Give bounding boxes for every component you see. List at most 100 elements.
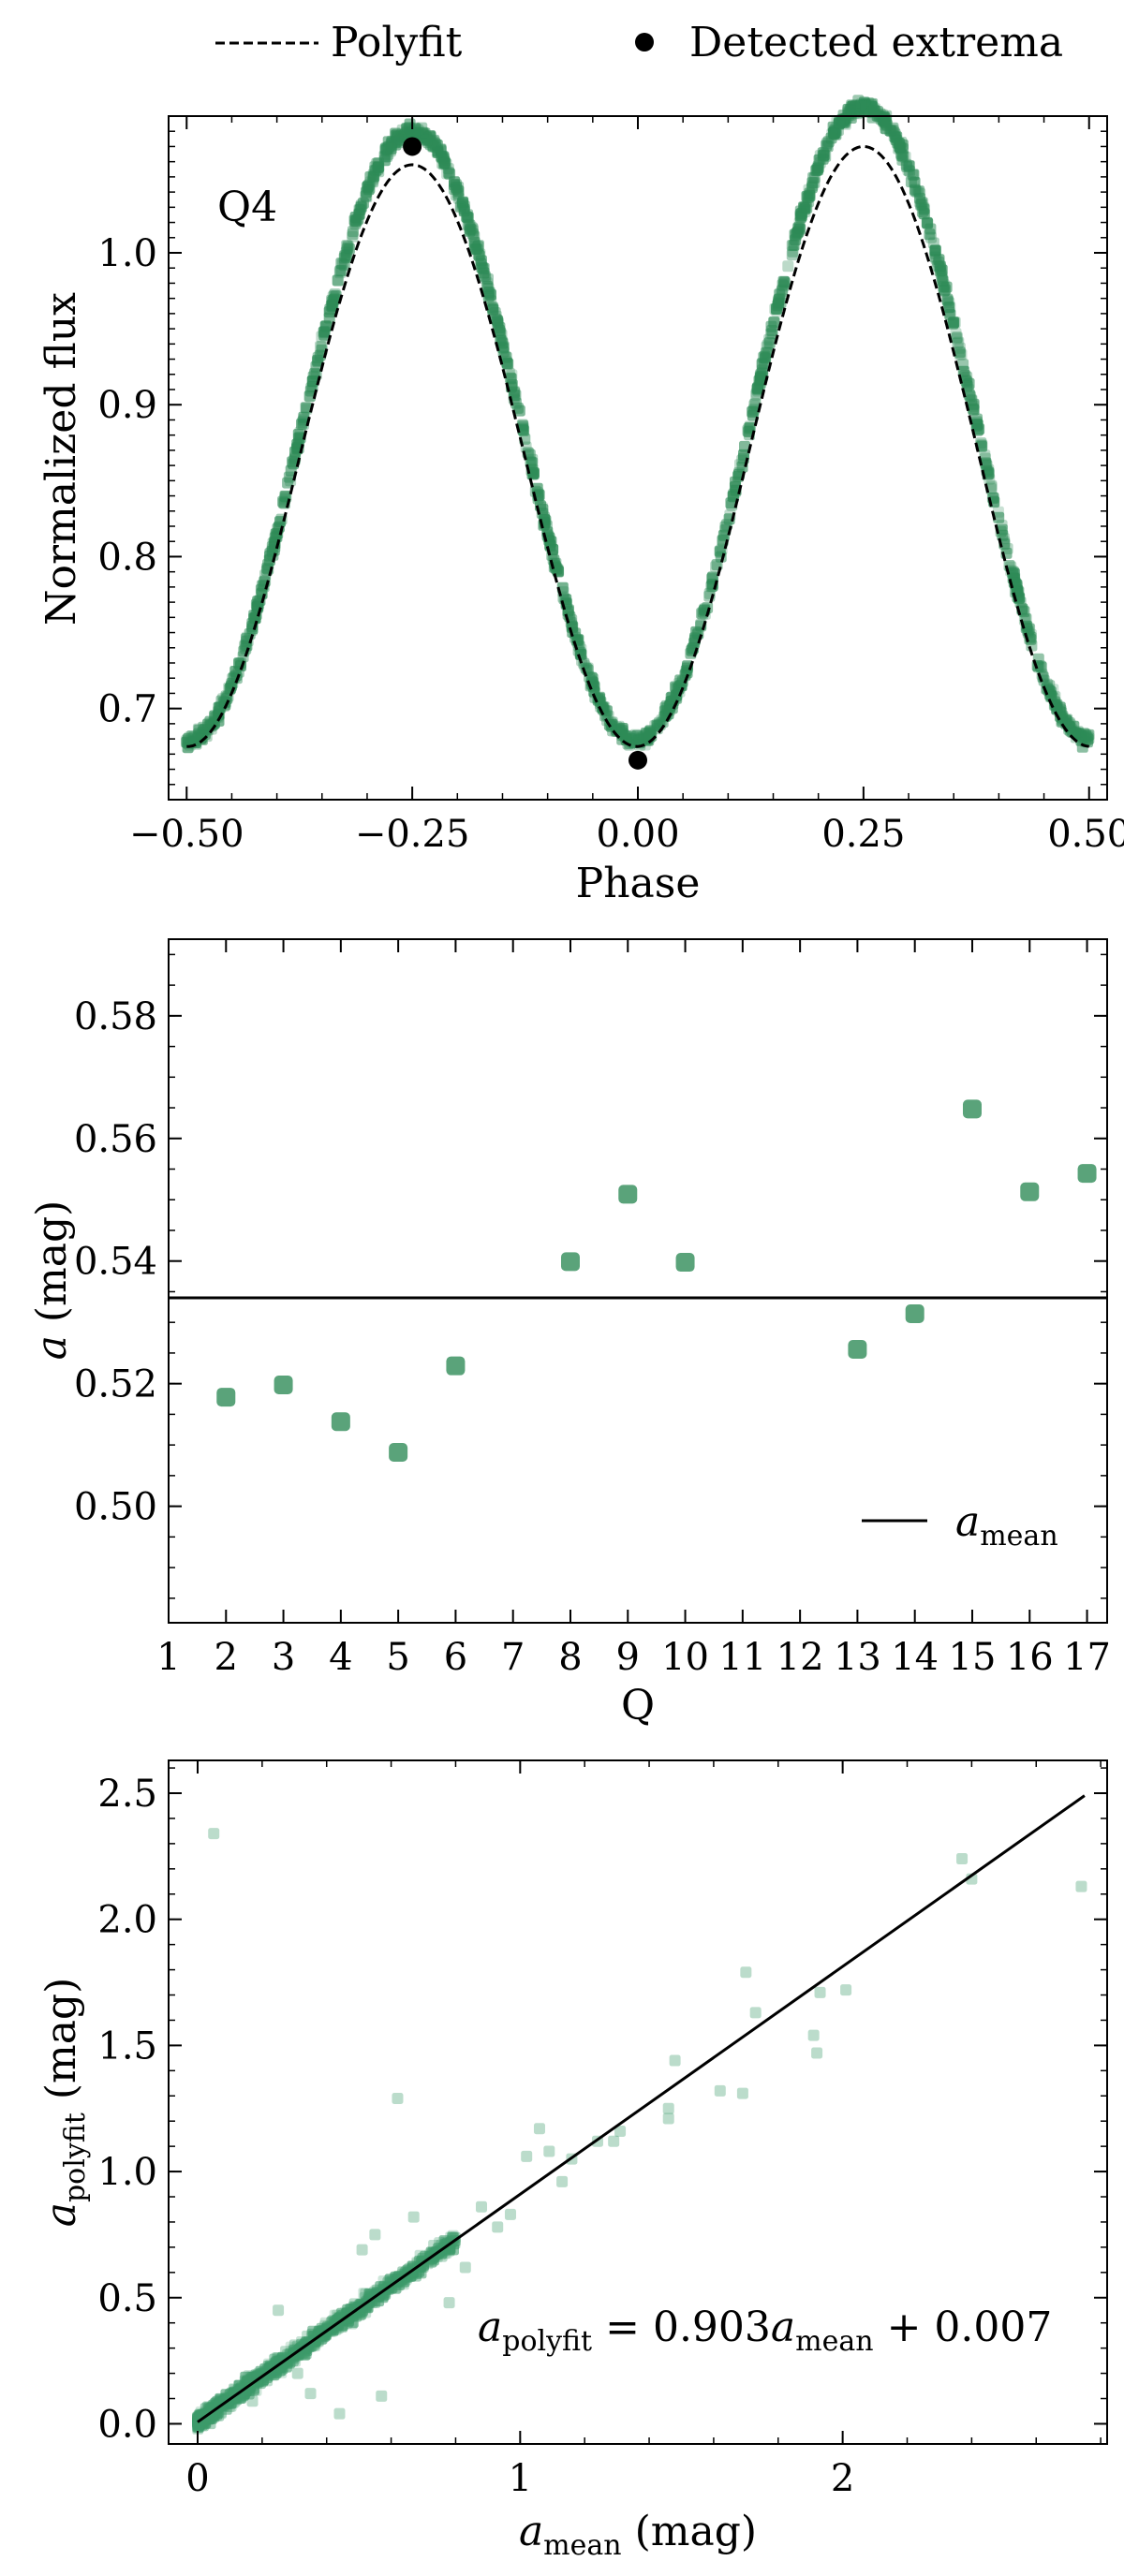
light-curve-point [1071, 728, 1083, 740]
light-curve-point [976, 440, 988, 452]
light-curve-point [971, 413, 983, 425]
light-curve-point [438, 157, 451, 169]
light-curve-point [751, 383, 763, 395]
light-curve-point [742, 424, 754, 436]
extrema-points [403, 137, 647, 770]
light-curve-point [241, 635, 252, 647]
light-curve-point [483, 287, 495, 299]
light-curve-point [801, 190, 813, 202]
light-curve-point [575, 643, 587, 655]
light-curve-point [297, 419, 309, 431]
light-curve-point [808, 177, 821, 189]
light-curve-point [743, 422, 755, 434]
light-curve-point [934, 261, 946, 273]
amplitude-point [446, 1356, 466, 1376]
light-curve-point [476, 261, 488, 273]
panel2-xtick-label: 13 [834, 1636, 881, 1679]
light-curve-point [954, 346, 966, 359]
amplitude-point [848, 1340, 867, 1359]
comparison-point [334, 2313, 347, 2325]
light-curve-point [355, 201, 367, 213]
light-curve-point [763, 337, 776, 349]
comparison-outlier [533, 2123, 545, 2135]
comparison-outlier [376, 2390, 388, 2402]
light-curve-point [312, 351, 324, 363]
light-curve-point [1025, 633, 1037, 645]
light-curve-point [495, 334, 507, 346]
light-curve-point [476, 261, 488, 273]
panel3-xtick-label: 1 [509, 2457, 532, 2500]
light-curve-point [503, 367, 515, 379]
panel3-frame [168, 1759, 1108, 2445]
light-curve-point [217, 693, 229, 705]
light-curve-point [749, 398, 762, 410]
light-curve-point [900, 158, 912, 170]
light-curve-point [417, 126, 429, 139]
light-curve-point [531, 482, 543, 494]
polyfit-curve [186, 144, 1089, 748]
light-curve-point [496, 336, 509, 348]
light-curve-point [287, 456, 299, 468]
comparison-outlier [662, 2102, 674, 2114]
light-curve-point [1035, 661, 1047, 673]
panel-amplitude-comparison: 0 1 2 0.0 0.5 1.0 1.5 2.0 2.5 apolyfit = 0.903am… [37, 1759, 1108, 2562]
light-curve-point [854, 100, 865, 112]
light-curve-point [959, 370, 971, 381]
light-curve-point [298, 411, 310, 423]
light-curve-point [620, 730, 632, 743]
light-curve-point [502, 358, 514, 370]
light-curve-point [468, 230, 481, 243]
fit-equation-annotation: apolyfit = 0.903amean + 0.007 [478, 2304, 1052, 2358]
light-curve-point [378, 155, 391, 167]
light-curve-point [902, 164, 914, 176]
light-curve-point [776, 284, 789, 296]
light-curve-point [1083, 729, 1095, 741]
light-curve-point [497, 342, 510, 354]
light-curve-point [350, 214, 362, 227]
light-curve-point [951, 332, 963, 345]
light-curve-point [335, 264, 348, 276]
light-curve-point [983, 468, 995, 479]
light-curve-point [517, 424, 529, 435]
light-curve-point [432, 146, 444, 158]
comparison-outlier [543, 2145, 555, 2157]
light-curve-point [803, 184, 815, 196]
light-curve-point [616, 727, 629, 739]
comparison-outlier [504, 2208, 516, 2220]
light-curve-point [979, 449, 991, 462]
light-curve-point [846, 105, 858, 117]
light-curve-point [456, 198, 468, 210]
comparison-point [243, 2388, 255, 2400]
light-curve-point [341, 240, 353, 252]
amplitude-point [962, 1099, 982, 1119]
light-curve-point [443, 167, 455, 178]
light-curve-point [961, 380, 973, 392]
comparison-outlier [807, 2029, 820, 2041]
light-curve-point [629, 729, 642, 741]
light-curve-point [979, 452, 991, 464]
comparison-outlier [614, 2125, 627, 2137]
light-curve-point [889, 128, 901, 140]
light-curve-points [181, 95, 1095, 754]
panel1-ytick-label: 0.7 [97, 688, 157, 731]
light-curve-point [1051, 700, 1063, 713]
light-curve-point [551, 562, 563, 574]
light-curve-point [300, 402, 312, 414]
amplitude-point [331, 1412, 350, 1432]
light-curve-point [341, 243, 353, 256]
panel3-ytick-label: 0.5 [97, 2277, 157, 2320]
light-curve-point [663, 704, 675, 716]
light-curve-point [1072, 726, 1084, 738]
comparison-point [363, 2288, 376, 2300]
panel2-ytick-label: 0.58 [74, 995, 157, 1038]
light-curve-point [895, 150, 908, 162]
light-curve-point [513, 405, 525, 417]
light-curve-point [944, 302, 956, 313]
panel3-x-axis-label: amean (mag) [519, 2508, 757, 2562]
panel3-xtick-label: 0 [185, 2457, 209, 2500]
light-curve-point [964, 390, 976, 403]
light-curve-point [202, 718, 214, 730]
light-curve-point [494, 321, 506, 333]
light-curve-point [782, 260, 794, 272]
light-curve-point [329, 293, 341, 305]
